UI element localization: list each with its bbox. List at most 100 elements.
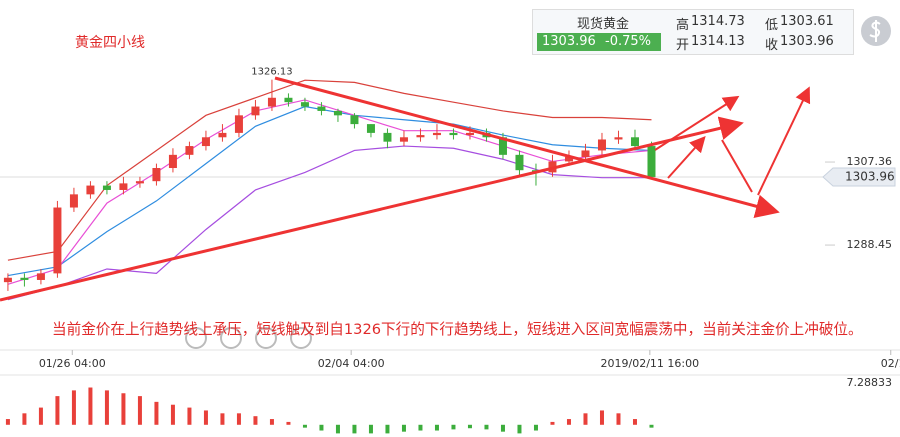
macd-bar xyxy=(451,424,456,430)
x-tick-label: 02/1 xyxy=(881,357,900,370)
dollar-glyph xyxy=(869,20,881,42)
candle-body xyxy=(647,146,656,177)
price-badge xyxy=(537,33,661,51)
candle-body xyxy=(168,154,177,169)
arrow xyxy=(667,136,706,179)
candle-body xyxy=(581,150,590,158)
macd-bar xyxy=(71,390,76,425)
indicator-line xyxy=(7,145,652,301)
control[interactable] xyxy=(185,327,207,349)
candle-body xyxy=(69,194,78,208)
value: 1303.96 xyxy=(780,34,834,49)
candle-body xyxy=(267,97,276,107)
down-trend-line xyxy=(274,76,780,218)
candle-body xyxy=(498,137,507,155)
arrow xyxy=(654,95,740,151)
candle-body xyxy=(399,137,408,142)
macd-bar xyxy=(137,396,142,425)
y-tick-label: 1307.36 xyxy=(847,155,893,168)
macd-bar xyxy=(170,404,175,425)
quote-name: 现货黄金 xyxy=(577,17,630,32)
macd-bar xyxy=(599,410,604,425)
macd-bar xyxy=(632,419,637,425)
candle-body xyxy=(300,102,309,107)
candle-body xyxy=(416,135,425,138)
value: 1303.61 xyxy=(780,14,834,29)
macd-bar xyxy=(319,424,324,431)
macd-bar xyxy=(467,424,472,429)
macd-bar xyxy=(253,416,258,425)
quote-box: 现货黄金 1303.96 -0.75% 高 1314.73 低 1303.61 … xyxy=(532,9,854,55)
macd-bar xyxy=(203,410,208,425)
candle-body xyxy=(102,185,111,190)
candle-body xyxy=(383,132,392,142)
macd-bar xyxy=(22,413,27,425)
indicator-line xyxy=(7,99,652,285)
arrow xyxy=(757,86,811,196)
price-marker xyxy=(822,167,896,187)
macd-bar xyxy=(55,396,60,425)
candle-body xyxy=(20,277,29,280)
candle-body xyxy=(630,137,639,147)
macd-bar xyxy=(302,424,307,428)
candle-body xyxy=(152,168,161,182)
macd-bar xyxy=(385,424,390,434)
macd-bar xyxy=(154,401,159,425)
playback-controls xyxy=(185,327,312,349)
macd-bar xyxy=(38,407,43,425)
macd-bar xyxy=(220,413,225,425)
candle-body xyxy=(185,146,194,155)
candle-body xyxy=(366,124,375,133)
candle-body xyxy=(465,132,474,136)
x-tick-label: 2019/02/11 16:00 xyxy=(601,357,700,370)
candle-body xyxy=(119,183,128,190)
value: 1314.13 xyxy=(691,34,745,49)
candle-body xyxy=(317,106,326,111)
annotation: 当前金价在上行趋势线上承压，短线触及到自1326下行的下行趋势线上，短线进入区间… xyxy=(52,321,863,338)
control[interactable] xyxy=(220,327,242,349)
macd-bar xyxy=(352,424,357,434)
control[interactable] xyxy=(255,327,277,349)
indicator-line xyxy=(7,79,652,261)
macd-bar xyxy=(616,413,621,425)
candle-body xyxy=(614,137,623,140)
macd-bar xyxy=(286,421,291,425)
macd-bar xyxy=(484,424,489,430)
candle-body xyxy=(333,110,342,116)
macd-bar xyxy=(335,424,340,434)
macd-bar xyxy=(236,413,241,425)
candle-body xyxy=(597,139,606,151)
quote-price: 1303.96 xyxy=(542,34,596,49)
candle-body xyxy=(234,115,243,133)
candle-body xyxy=(218,132,227,138)
macd-bar xyxy=(5,419,10,425)
y-tick-label: 1288.45 xyxy=(847,238,893,251)
quote-change: -0.75% xyxy=(605,34,651,49)
macd-bar xyxy=(566,419,571,425)
up-trend-line xyxy=(0,116,744,302)
macd-bar xyxy=(88,387,93,425)
macd-bar xyxy=(121,393,126,425)
candle-body xyxy=(3,277,12,283)
label: 高 xyxy=(676,18,690,33)
candle-body xyxy=(515,154,524,171)
candle-body xyxy=(350,115,359,125)
trend-lines xyxy=(0,76,811,302)
candle-body xyxy=(53,207,62,274)
macd-bar xyxy=(517,424,522,434)
arrow xyxy=(721,139,753,193)
macd-bar xyxy=(368,424,373,434)
macd-bar xyxy=(269,419,274,425)
candle-body xyxy=(284,97,293,103)
macd-bar xyxy=(583,413,588,425)
macd-bar xyxy=(418,424,423,431)
candle-body xyxy=(86,185,95,195)
value: 1314.73 xyxy=(691,14,745,29)
price-label: 1303.96 xyxy=(845,169,895,183)
label: 开 xyxy=(676,38,690,53)
indicator-line xyxy=(7,105,652,277)
control[interactable] xyxy=(290,327,312,349)
macd-bar xyxy=(533,424,538,431)
